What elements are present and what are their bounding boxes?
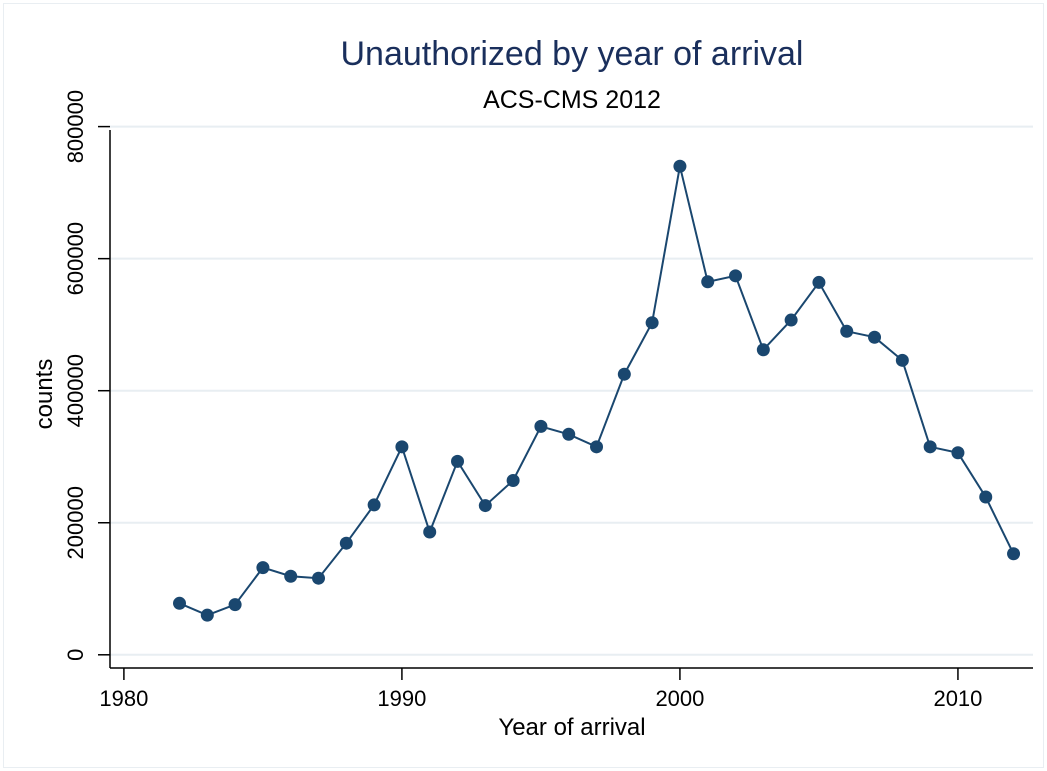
data-point-2000 bbox=[673, 159, 687, 173]
data-point-2003 bbox=[756, 343, 770, 357]
data-point-2008 bbox=[895, 353, 909, 367]
data-point-1988 bbox=[339, 536, 353, 550]
data-point-2002 bbox=[729, 269, 743, 283]
data-point-1982 bbox=[173, 596, 187, 610]
chart-frame bbox=[3, 3, 1044, 768]
data-point-1992 bbox=[451, 454, 465, 468]
chart-subtitle: ACS-CMS 2012 bbox=[483, 86, 661, 114]
y-tick-label-4: 800000 bbox=[63, 90, 88, 163]
x-tick-label-0: 1980 bbox=[99, 686, 148, 711]
data-point-1994 bbox=[506, 473, 520, 487]
data-point-1983 bbox=[200, 608, 214, 622]
data-point-1999 bbox=[645, 316, 659, 330]
data-point-1990 bbox=[395, 440, 409, 454]
data-point-1986 bbox=[284, 569, 298, 583]
data-point-1998 bbox=[617, 367, 631, 381]
data-point-1984 bbox=[228, 598, 242, 612]
data-point-1989 bbox=[367, 498, 381, 512]
data-point-1997 bbox=[590, 440, 604, 454]
data-point-2004 bbox=[784, 313, 798, 327]
data-point-2006 bbox=[840, 324, 854, 338]
y-tick-label-0: 0 bbox=[63, 649, 88, 661]
x-axis-ticks: 1980 1990 2000 2010 bbox=[99, 668, 982, 711]
data-point-2005 bbox=[812, 275, 826, 289]
y-tick-label-1: 200000 bbox=[63, 486, 88, 559]
chart-title: Unauthorized by year of arrival bbox=[340, 35, 803, 73]
gridlines bbox=[110, 125, 1033, 656]
data-point-1996 bbox=[562, 427, 576, 441]
x-axis-title: Year of arrival bbox=[498, 714, 645, 741]
data-point-1995 bbox=[534, 419, 548, 433]
y-tick-label-2: 400000 bbox=[63, 354, 88, 427]
data-point-1993 bbox=[478, 499, 492, 513]
x-tick-label-3: 2010 bbox=[933, 686, 982, 711]
data-point-1985 bbox=[256, 561, 270, 575]
y-axis-title: counts bbox=[31, 359, 58, 430]
axes bbox=[109, 130, 1033, 669]
data-point-2001 bbox=[701, 275, 715, 289]
data-point-2011 bbox=[979, 490, 993, 504]
x-tick-label-1: 1990 bbox=[377, 686, 426, 711]
data-point-1987 bbox=[312, 571, 326, 585]
data-point-2010 bbox=[951, 446, 965, 460]
x-tick-label-2: 2000 bbox=[655, 686, 704, 711]
y-axis-ticks: 0 200000 400000 600000 800000 bbox=[63, 90, 110, 661]
data-point-2012 bbox=[1007, 547, 1021, 561]
data-point-1991 bbox=[423, 525, 437, 539]
data-point-2009 bbox=[923, 440, 937, 454]
data-point-2007 bbox=[868, 330, 882, 344]
series-points bbox=[173, 159, 1021, 622]
y-tick-label-3: 600000 bbox=[63, 222, 88, 295]
